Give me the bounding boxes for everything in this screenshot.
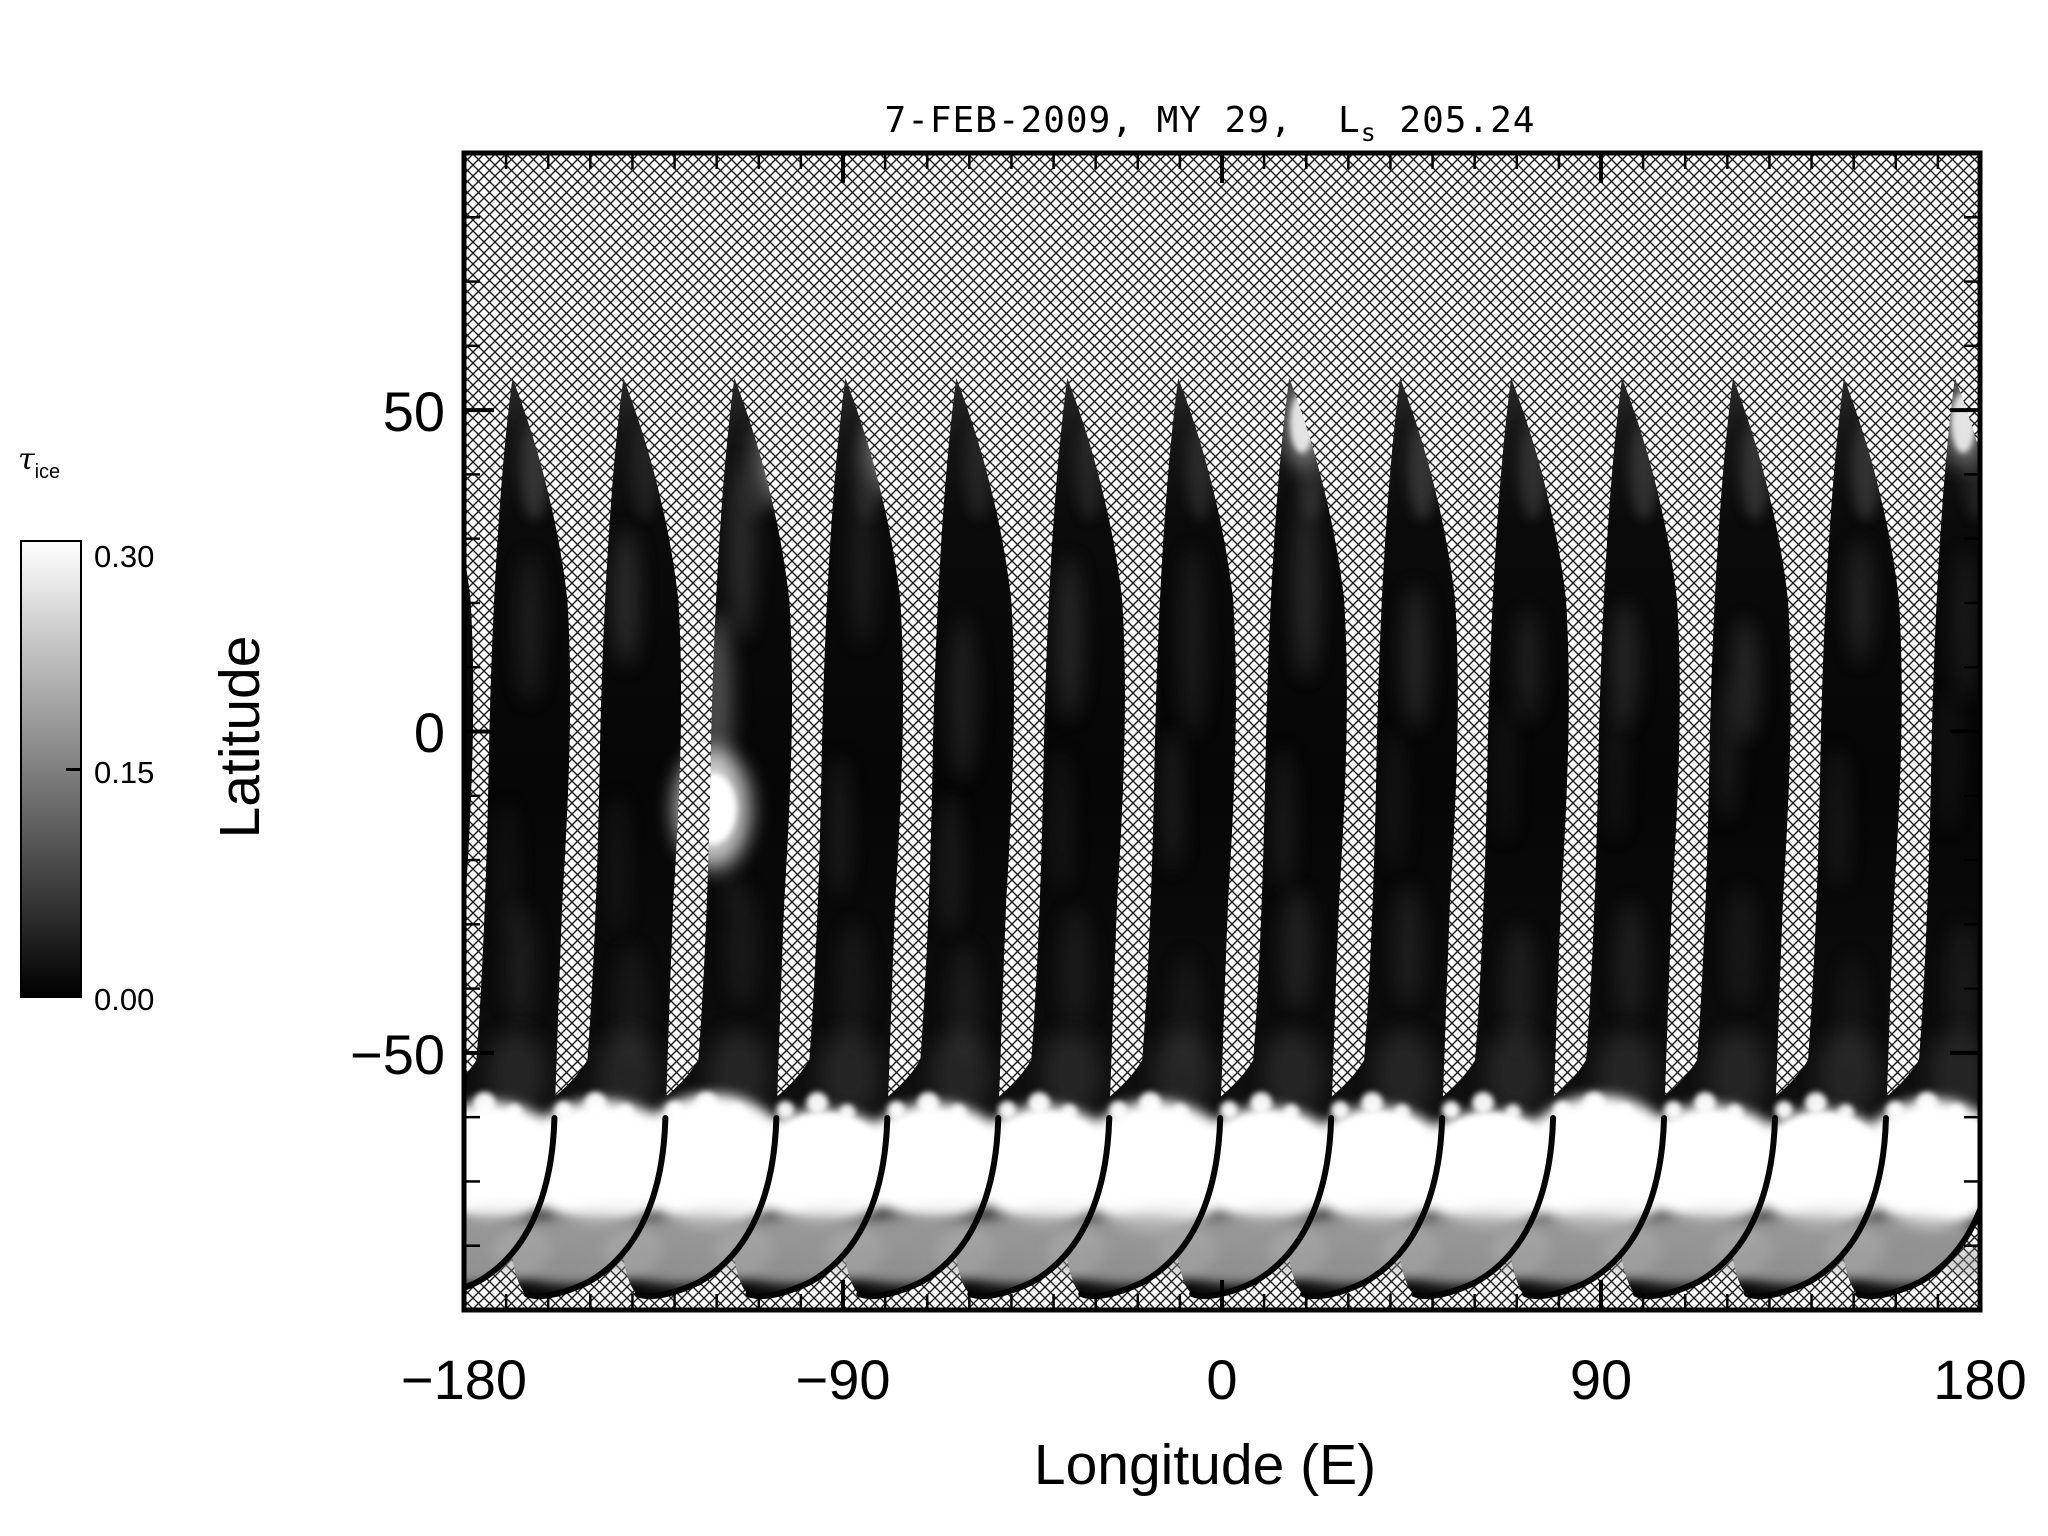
swath-tail-arc: [319, 1118, 458, 1296]
colorbar-tick-min: 0.00: [94, 982, 155, 1017]
x-tick-label-neg180: −180: [400, 1348, 528, 1411]
figure-title: 7-FEB-2009, MY 29, Ls 205.24: [885, 100, 1536, 147]
swath-tail-arc: [634, 1115, 780, 1299]
orbit-swath: [464, 553, 474, 941]
swath-tail-arc: [1854, 1201, 1980, 1299]
x-axis-title: Longitude (E): [1033, 1433, 1377, 1497]
swath-tail-arc: [523, 1115, 669, 1299]
swath-tail-arc: [967, 1115, 1113, 1299]
swath-tail-arc: [1078, 1115, 1224, 1299]
axis-ticks: [462, 153, 1982, 1310]
colorbar-tick-max: 0.30: [94, 539, 155, 574]
swath-tail-arc: [745, 1115, 891, 1299]
colorbar-gradient: [20, 540, 82, 998]
swath-tail-arc: [1411, 1115, 1557, 1299]
colorbar-mid-tick: [66, 768, 80, 771]
colorbar-tick-mid: 0.15: [94, 755, 155, 790]
swath-tail-arc: [464, 1115, 558, 1292]
swath-tail-arc: [1743, 1115, 1889, 1299]
x-tick-label-neg90: −90: [795, 1348, 891, 1411]
swath-tail-arc: [856, 1115, 1002, 1299]
title-text: 7-FEB-2009, MY 29, L: [884, 100, 1361, 141]
y-tick-label-neg50: −50: [350, 1023, 445, 1086]
x-tick-label-180: 180: [1933, 1348, 2027, 1411]
y-axis-title: Latitude: [208, 635, 272, 839]
swath-tail-arc: [1633, 1115, 1779, 1299]
swath-tail-arc: [1189, 1115, 1335, 1299]
swath-tail-arc: [1522, 1115, 1668, 1299]
tau-subscript: ice: [34, 461, 61, 483]
x-tick-label-90: 90: [1569, 1348, 1633, 1411]
y-tick-label-0: 0: [413, 701, 445, 764]
title-ls-subscript: s: [1360, 118, 1377, 147]
x-tick-label-0: 0: [1206, 1348, 1238, 1411]
y-tick-label-50: 50: [382, 380, 445, 443]
tau-symbol: τ: [18, 442, 35, 477]
swath-tail-arc: [1300, 1115, 1446, 1299]
colorbar-label-tau-ice: τice: [18, 442, 60, 484]
title-ls-value: 205.24: [1376, 100, 1536, 141]
